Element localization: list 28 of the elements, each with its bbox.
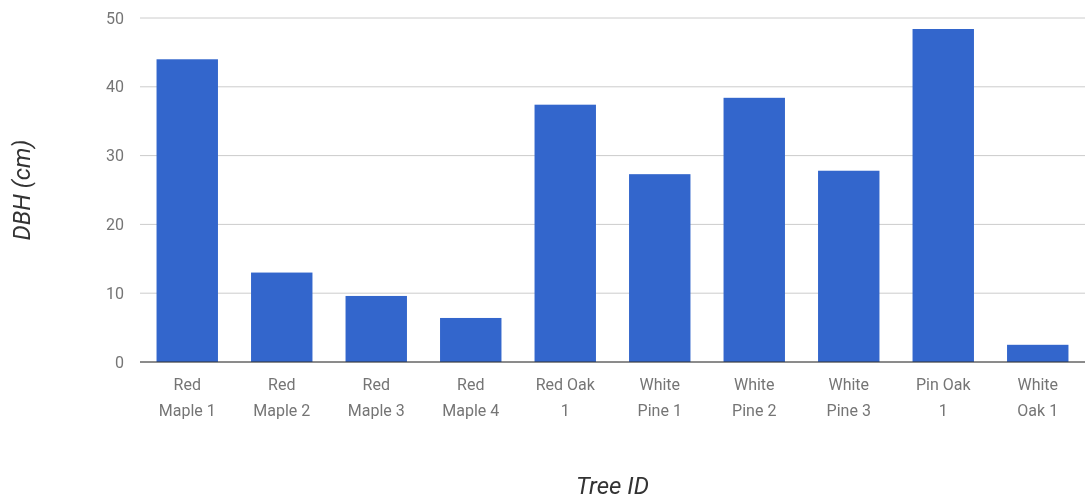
bar: [251, 272, 313, 362]
x-tick-label: Red Maple 4: [442, 375, 500, 420]
bar: [440, 317, 502, 362]
y-tick-label: 10: [106, 283, 125, 303]
x-tick-label: Red Maple 2: [253, 375, 311, 420]
y-tick-label: 30: [106, 146, 125, 166]
x-tick-label: Red Maple 3: [347, 375, 405, 420]
bar: [912, 29, 974, 362]
x-tick-label: White Pine 3: [826, 375, 871, 420]
bar: [1007, 344, 1069, 362]
bar: [345, 295, 407, 362]
y-tick-label: 50: [106, 8, 125, 28]
bar: [629, 174, 691, 362]
x-tick-label: Red Maple 1: [158, 375, 216, 420]
x-tick-label: Pin Oak 1: [915, 375, 972, 420]
y-tick-label: 20: [106, 215, 125, 234]
bar: [534, 104, 596, 362]
x-tick-label: White Pine 1: [637, 375, 682, 420]
bar: [156, 59, 218, 362]
x-axis-title: Tree ID: [576, 472, 649, 499]
x-tick-label: White Pine 2: [732, 375, 777, 420]
x-tick-label: White Oak 1: [1017, 375, 1059, 420]
bar: [723, 97, 785, 362]
y-tick-label: 40: [106, 77, 125, 97]
y-axis-title: DBH (cm): [8, 139, 36, 241]
y-tick-label: 0: [115, 352, 124, 372]
bar: [818, 170, 880, 362]
x-tick-label: Red Oak 1: [535, 375, 596, 420]
